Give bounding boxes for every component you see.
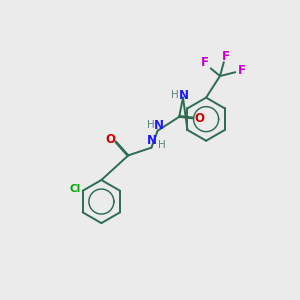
Text: F: F (238, 64, 245, 77)
Text: H: H (158, 140, 166, 150)
Text: N: N (154, 119, 164, 132)
Text: N: N (147, 134, 157, 147)
Text: H: H (171, 90, 179, 100)
Text: Cl: Cl (69, 184, 81, 194)
Text: O: O (106, 133, 116, 146)
Text: O: O (194, 112, 204, 125)
Text: F: F (201, 56, 209, 69)
Text: F: F (222, 50, 230, 63)
Text: H: H (147, 120, 154, 130)
Text: N: N (179, 89, 189, 102)
